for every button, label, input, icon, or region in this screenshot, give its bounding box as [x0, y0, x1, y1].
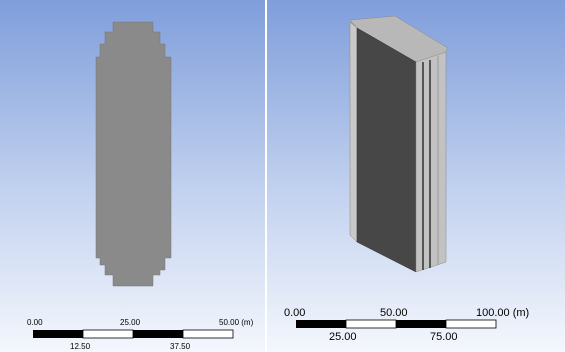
scale-segment — [296, 320, 346, 328]
page: 0.00 25.00 50.00 (m) 12.50 37.50 0.00 50… — [0, 0, 565, 352]
scale-segment — [346, 320, 396, 328]
scale-segment — [396, 320, 446, 328]
scale-label: 25.00 — [329, 331, 357, 343]
scale-label: 0.00 — [27, 318, 43, 327]
scale-segment — [133, 330, 183, 338]
scale-segment — [83, 330, 133, 338]
scale-label: 100.00 (m) — [476, 307, 529, 319]
scale-segment — [33, 330, 83, 338]
divider — [265, 0, 267, 352]
scale-label: 50.00 — [380, 307, 408, 319]
front-face — [357, 28, 416, 272]
scale-label: 37.50 — [170, 342, 191, 351]
scale-label: 50.00 (m) — [219, 318, 254, 327]
scale-label: 75.00 — [430, 331, 458, 343]
scale-segment — [446, 320, 496, 328]
right-viewport: 0.00 50.00 100.00 (m) 25.00 75.00 — [267, 0, 565, 352]
screenshot: 0.00 25.00 50.00 (m) 12.50 37.50 0.00 50… — [0, 0, 565, 352]
scale-segment — [183, 330, 233, 338]
scale-label: 25.00 — [120, 318, 141, 327]
side-strip — [350, 22, 357, 242]
scale-label: 0.00 — [284, 307, 305, 319]
left-viewport: 0.00 25.00 50.00 (m) 12.50 37.50 — [0, 0, 265, 352]
scale-label: 12.50 — [70, 342, 91, 351]
model-shape — [96, 22, 171, 286]
model-shape — [350, 16, 448, 272]
